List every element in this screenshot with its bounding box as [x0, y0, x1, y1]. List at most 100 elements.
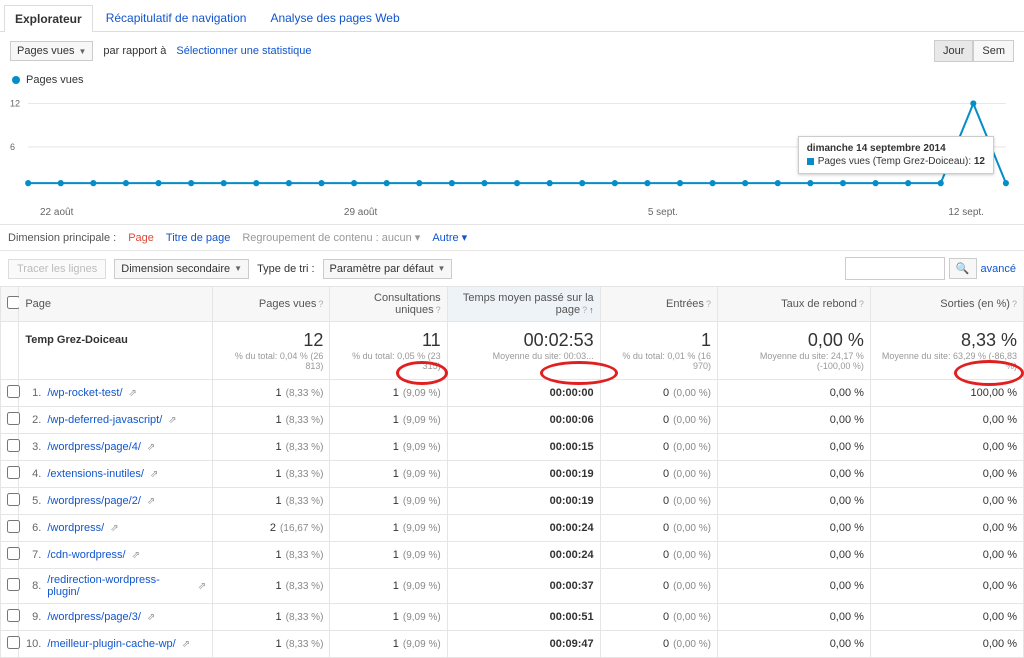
open-icon[interactable]: ⇗: [182, 639, 190, 650]
time-value: 00:00:37: [447, 569, 600, 604]
unique-value: 1: [393, 441, 399, 453]
page-link[interactable]: /wordpress/page/2/: [47, 495, 141, 507]
pv-value: 1: [275, 468, 281, 480]
open-icon[interactable]: ⇗: [147, 442, 155, 453]
row-index: 5.: [25, 495, 41, 507]
pv-value: 1: [275, 495, 281, 507]
col-uniques[interactable]: Consultations uniques?: [330, 287, 447, 322]
row-checkbox[interactable]: [7, 636, 20, 649]
unique-value: 1: [393, 611, 399, 623]
summary-row: Temp Grez-Doiceau 12% du total: 0,04 % (…: [1, 322, 1024, 380]
period-buttons: Jour Sem: [934, 40, 1014, 62]
pv-value: 1: [275, 549, 281, 561]
open-icon[interactable]: ⇗: [129, 388, 137, 399]
x-label: 12 sept.: [948, 207, 984, 218]
chevron-down-icon: ▼: [438, 264, 446, 273]
entries-value: 0: [663, 522, 669, 534]
search-input[interactable]: [845, 257, 945, 280]
page-link[interactable]: /wordpress/page/3/: [47, 611, 141, 623]
vs-label: par rapport à: [103, 45, 166, 57]
exits-value: 0,00 %: [870, 542, 1023, 569]
chart-tooltip: dimanche 14 septembre 2014 Pages vues (T…: [798, 136, 994, 174]
pv-value: 1: [275, 580, 281, 592]
unique-value: 1: [393, 387, 399, 399]
col-entries[interactable]: Entrées?: [600, 287, 717, 322]
chart-x-labels: 22 août 29 août 5 sept. 12 sept.: [0, 205, 1024, 224]
chevron-down-icon: ▼: [234, 264, 242, 273]
tab-page-analysis[interactable]: Analyse des pages Web: [259, 4, 410, 31]
data-table-wrap: Page Pages vues? Consultations uniques? …: [0, 286, 1024, 658]
row-checkbox[interactable]: [7, 439, 20, 452]
exits-value: 0,00 %: [870, 569, 1023, 604]
tab-explorer[interactable]: Explorateur: [4, 5, 93, 32]
x-label: 22 août: [40, 207, 73, 218]
exits-value: 0,00 %: [870, 461, 1023, 488]
dim-primary[interactable]: Page: [128, 232, 154, 244]
row-checkbox[interactable]: [7, 493, 20, 506]
sort-type-label: Type de tri :: [257, 263, 314, 275]
entries-value: 0: [663, 495, 669, 507]
bounce-value: 0,00 %: [717, 569, 870, 604]
open-icon[interactable]: ⇗: [147, 496, 155, 507]
bounce-value: 0,00 %: [717, 380, 870, 407]
open-icon[interactable]: ⇗: [110, 523, 118, 534]
bounce-value: 0,00 %: [717, 631, 870, 658]
exits-value: 100,00 %: [870, 380, 1023, 407]
row-checkbox[interactable]: [7, 520, 20, 533]
page-link[interactable]: /wordpress/: [47, 522, 104, 534]
row-checkbox[interactable]: [7, 466, 20, 479]
col-avg-time[interactable]: Temps moyen passé sur la page?↑: [447, 287, 600, 322]
data-table: Page Pages vues? Consultations uniques? …: [0, 286, 1024, 658]
metric-dropdown[interactable]: Pages vues ▼: [10, 41, 93, 61]
select-all-header[interactable]: [1, 287, 19, 322]
secondary-dimension-dropdown[interactable]: Dimension secondaire ▼: [114, 259, 249, 279]
search-button[interactable]: 🔍: [949, 258, 977, 279]
time-value: 00:00:24: [447, 515, 600, 542]
row-index: 3.: [25, 441, 41, 453]
page-link[interactable]: /redirection-wordpress-plugin/: [47, 574, 191, 598]
tab-nav-summary[interactable]: Récapitulatif de navigation: [95, 4, 258, 31]
bounce-value: 0,00 %: [717, 488, 870, 515]
row-index: 4.: [25, 468, 41, 480]
dim-link-title[interactable]: Titre de page: [166, 232, 230, 244]
open-icon[interactable]: ⇗: [132, 550, 140, 561]
page-link[interactable]: /meilleur-plugin-cache-wp/: [47, 638, 175, 650]
advanced-link[interactable]: avancé: [981, 263, 1016, 275]
time-value: 00:00:51: [447, 604, 600, 631]
row-checkbox[interactable]: [7, 385, 20, 398]
period-week-button[interactable]: Sem: [973, 40, 1014, 62]
exits-value: 0,00 %: [870, 488, 1023, 515]
sort-type-dropdown[interactable]: Paramètre par défaut ▼: [323, 259, 453, 279]
row-checkbox[interactable]: [7, 412, 20, 425]
bounce-value: 0,00 %: [717, 604, 870, 631]
page-link[interactable]: /cdn-wordpress/: [47, 549, 125, 561]
page-link[interactable]: /wp-rocket-test/: [47, 387, 122, 399]
pv-value: 1: [275, 387, 281, 399]
row-checkbox[interactable]: [7, 609, 20, 622]
period-day-button[interactable]: Jour: [934, 40, 973, 62]
page-link[interactable]: /wp-deferred-javascript/: [47, 414, 162, 426]
open-icon[interactable]: ⇗: [198, 581, 206, 592]
col-exits[interactable]: Sorties (en %)?: [870, 287, 1023, 322]
row-checkbox[interactable]: [7, 578, 20, 591]
exits-value: 0,00 %: [870, 515, 1023, 542]
row-index: 2.: [25, 414, 41, 426]
select-stat-link[interactable]: Sélectionner une statistique: [176, 45, 311, 57]
col-bounce[interactable]: Taux de rebond?: [717, 287, 870, 322]
col-page[interactable]: Page: [19, 287, 213, 322]
dim-link-grouping[interactable]: Regroupement de contenu : aucun ▾: [242, 231, 420, 244]
table-row: 8./redirection-wordpress-plugin/⇗1(8,33 …: [1, 569, 1024, 604]
line-chart: 612 dimanche 14 septembre 2014 Pages vue…: [0, 90, 1024, 205]
col-pageviews[interactable]: Pages vues?: [213, 287, 330, 322]
row-index: 10.: [25, 638, 41, 650]
sort-asc-icon: ↑: [589, 305, 594, 315]
exits-value: 0,00 %: [870, 631, 1023, 658]
page-link[interactable]: /extensions-inutiles/: [47, 468, 144, 480]
dim-link-other[interactable]: Autre ▾: [432, 231, 467, 244]
entries-value: 0: [663, 414, 669, 426]
page-link[interactable]: /wordpress/page/4/: [47, 441, 141, 453]
table-row: 10./meilleur-plugin-cache-wp/⇗1(8,33 %)1…: [1, 631, 1024, 658]
open-icon[interactable]: ⇗: [147, 612, 155, 623]
open-icon[interactable]: ⇗: [150, 469, 158, 480]
open-icon[interactable]: ⇗: [168, 415, 176, 426]
